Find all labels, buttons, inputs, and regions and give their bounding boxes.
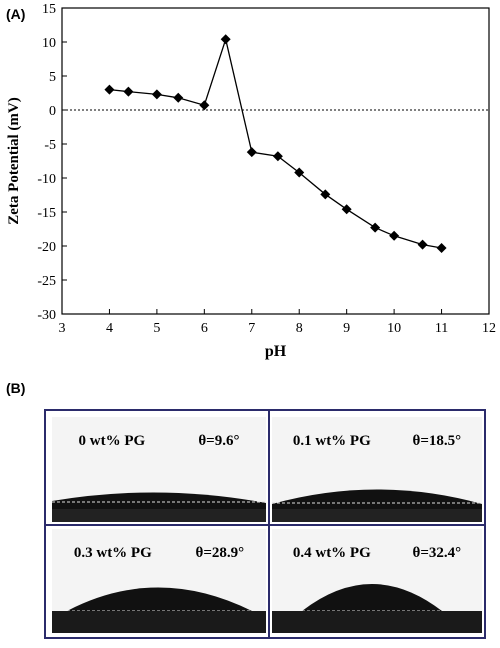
y-tick-label: -10 bbox=[37, 172, 56, 187]
photo-caption: 0.1 wt% PG θ=18.5° bbox=[272, 433, 482, 450]
angle-label: θ=18.5° bbox=[412, 433, 462, 449]
x-tick-label: 6 bbox=[201, 321, 208, 336]
data-point bbox=[151, 89, 162, 100]
droplet-image bbox=[272, 529, 482, 633]
panel-b-label: (B) bbox=[6, 380, 26, 396]
data-point bbox=[320, 189, 331, 200]
y-tick-label: -15 bbox=[37, 206, 56, 221]
concentration-label: 0.4 wt% PG bbox=[292, 545, 371, 561]
x-tick-label: 5 bbox=[153, 321, 160, 336]
concentration-label: 0.1 wt% PG bbox=[292, 433, 371, 449]
concentration-label: 0.3 wt% PG bbox=[73, 545, 152, 561]
panel-divider-horizontal bbox=[46, 524, 484, 526]
data-point bbox=[123, 86, 134, 97]
photo-caption: 0.4 wt% PG θ=32.4° bbox=[272, 545, 482, 562]
x-tick-label: 11 bbox=[435, 321, 448, 336]
x-tick-label: 9 bbox=[343, 321, 350, 336]
data-point bbox=[294, 167, 305, 178]
data-point bbox=[417, 239, 428, 250]
y-tick-label: -30 bbox=[37, 308, 56, 323]
x-tick-label: 7 bbox=[248, 321, 255, 336]
panel-a-label: (A) bbox=[6, 6, 26, 22]
data-point bbox=[341, 204, 352, 215]
y-tick-label: -5 bbox=[44, 138, 56, 153]
x-tick-label: 12 bbox=[482, 321, 496, 336]
contact-angle-panel: 0 wt% PG θ=9.6° 0.1 wt% PG θ=18.5° 0.3 w… bbox=[44, 409, 486, 639]
y-axis-label: Zeta Potential (mV) bbox=[6, 97, 22, 224]
plot-frame bbox=[61, 7, 490, 315]
data-point bbox=[370, 222, 381, 233]
series-line bbox=[109, 36, 442, 249]
x-tick-label: 8 bbox=[296, 321, 303, 336]
data-point bbox=[272, 151, 283, 162]
droplet-image bbox=[52, 417, 266, 522]
concentration-label: 0 wt% PG bbox=[78, 433, 146, 449]
droplet-image bbox=[272, 417, 482, 522]
data-point bbox=[173, 92, 184, 103]
data-point bbox=[436, 243, 447, 254]
y-tick-label: -20 bbox=[37, 240, 56, 255]
contact-angle-photo: 0.1 wt% PG θ=18.5° bbox=[272, 417, 482, 522]
y-tick-label: 5 bbox=[49, 70, 56, 85]
x-tick-label: 3 bbox=[59, 321, 66, 336]
x-tick-label: 10 bbox=[387, 321, 401, 336]
droplet-image bbox=[52, 529, 266, 633]
x-tick-label: 4 bbox=[106, 321, 113, 336]
y-tick-label: 10 bbox=[42, 36, 56, 51]
data-point bbox=[104, 84, 115, 95]
data-point bbox=[389, 230, 400, 241]
data-point bbox=[246, 147, 257, 158]
y-tick-label: 15 bbox=[42, 2, 56, 17]
y-tick-label: -25 bbox=[37, 274, 56, 289]
angle-label: θ=9.6° bbox=[198, 433, 240, 449]
contact-angle-photo: 0.3 wt% PG θ=28.9° bbox=[52, 529, 266, 633]
contact-angle-photo: 0.4 wt% PG θ=32.4° bbox=[272, 529, 482, 633]
x-axis-label: pH bbox=[265, 343, 287, 360]
y-tick-label: 0 bbox=[49, 104, 56, 119]
angle-label: θ=32.4° bbox=[412, 545, 462, 561]
photo-caption: 0 wt% PG θ=9.6° bbox=[52, 433, 266, 450]
data-point bbox=[199, 100, 210, 111]
angle-label: θ=28.9° bbox=[195, 545, 245, 561]
contact-angle-photo: 0 wt% PG θ=9.6° bbox=[52, 417, 266, 522]
photo-caption: 0.3 wt% PG θ=28.9° bbox=[52, 545, 266, 562]
data-point bbox=[220, 34, 231, 45]
